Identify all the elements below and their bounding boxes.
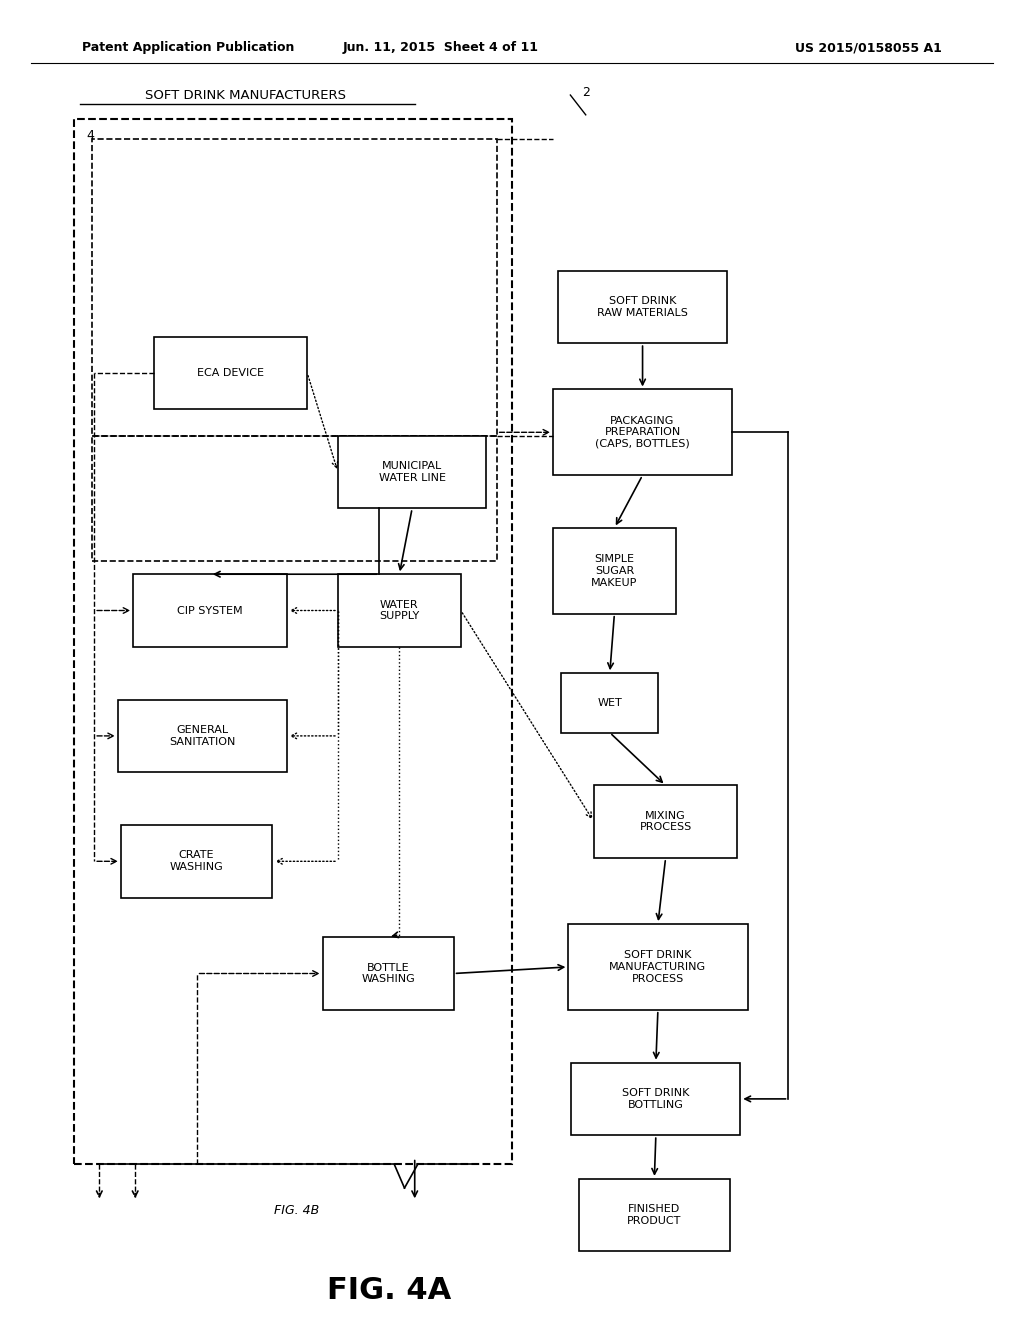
Text: US 2015/0158055 A1: US 2015/0158055 A1 — [796, 41, 942, 54]
FancyBboxPatch shape — [121, 825, 272, 898]
Text: SOFT DRINK MANUFACTURERS: SOFT DRINK MANUFACTURERS — [145, 88, 346, 102]
FancyBboxPatch shape — [338, 574, 461, 647]
FancyBboxPatch shape — [553, 389, 732, 475]
Text: FIG. 4B: FIG. 4B — [274, 1204, 319, 1217]
FancyBboxPatch shape — [571, 1063, 740, 1135]
Text: MUNICIPAL
WATER LINE: MUNICIPAL WATER LINE — [379, 461, 445, 483]
Text: Patent Application Publication: Patent Application Publication — [82, 41, 294, 54]
Text: BOTTLE
WASHING: BOTTLE WASHING — [361, 962, 415, 985]
Text: FIG. 4A: FIG. 4A — [327, 1276, 452, 1305]
Text: PACKAGING
PREPARATION
(CAPS, BOTTLES): PACKAGING PREPARATION (CAPS, BOTTLES) — [595, 416, 690, 449]
FancyBboxPatch shape — [594, 785, 737, 858]
FancyBboxPatch shape — [133, 574, 287, 647]
FancyBboxPatch shape — [579, 1179, 730, 1251]
Text: SOFT DRINK
BOTTLING: SOFT DRINK BOTTLING — [623, 1088, 689, 1110]
FancyBboxPatch shape — [561, 673, 658, 733]
Text: CRATE
WASHING: CRATE WASHING — [170, 850, 223, 873]
Text: MIXING
PROCESS: MIXING PROCESS — [639, 810, 692, 833]
FancyBboxPatch shape — [568, 924, 748, 1010]
Text: WATER
SUPPLY: WATER SUPPLY — [379, 599, 420, 622]
Text: CIP SYSTEM: CIP SYSTEM — [177, 606, 243, 615]
FancyBboxPatch shape — [338, 436, 486, 508]
FancyBboxPatch shape — [154, 337, 307, 409]
Text: WET: WET — [597, 698, 623, 708]
Text: 4: 4 — [86, 129, 94, 143]
Text: SOFT DRINK
MANUFACTURING
PROCESS: SOFT DRINK MANUFACTURING PROCESS — [609, 950, 707, 983]
FancyBboxPatch shape — [558, 271, 727, 343]
Text: Jun. 11, 2015  Sheet 4 of 11: Jun. 11, 2015 Sheet 4 of 11 — [342, 41, 539, 54]
Text: SOFT DRINK
RAW MATERIALS: SOFT DRINK RAW MATERIALS — [597, 296, 688, 318]
FancyBboxPatch shape — [323, 937, 454, 1010]
Text: GENERAL
SANITATION: GENERAL SANITATION — [169, 725, 236, 747]
Text: SIMPLE
SUGAR
MAKEUP: SIMPLE SUGAR MAKEUP — [591, 554, 638, 587]
FancyBboxPatch shape — [118, 700, 287, 772]
FancyBboxPatch shape — [553, 528, 676, 614]
Text: FINISHED
PRODUCT: FINISHED PRODUCT — [627, 1204, 682, 1226]
Text: 2: 2 — [582, 86, 590, 99]
Text: ECA DEVICE: ECA DEVICE — [197, 368, 264, 378]
